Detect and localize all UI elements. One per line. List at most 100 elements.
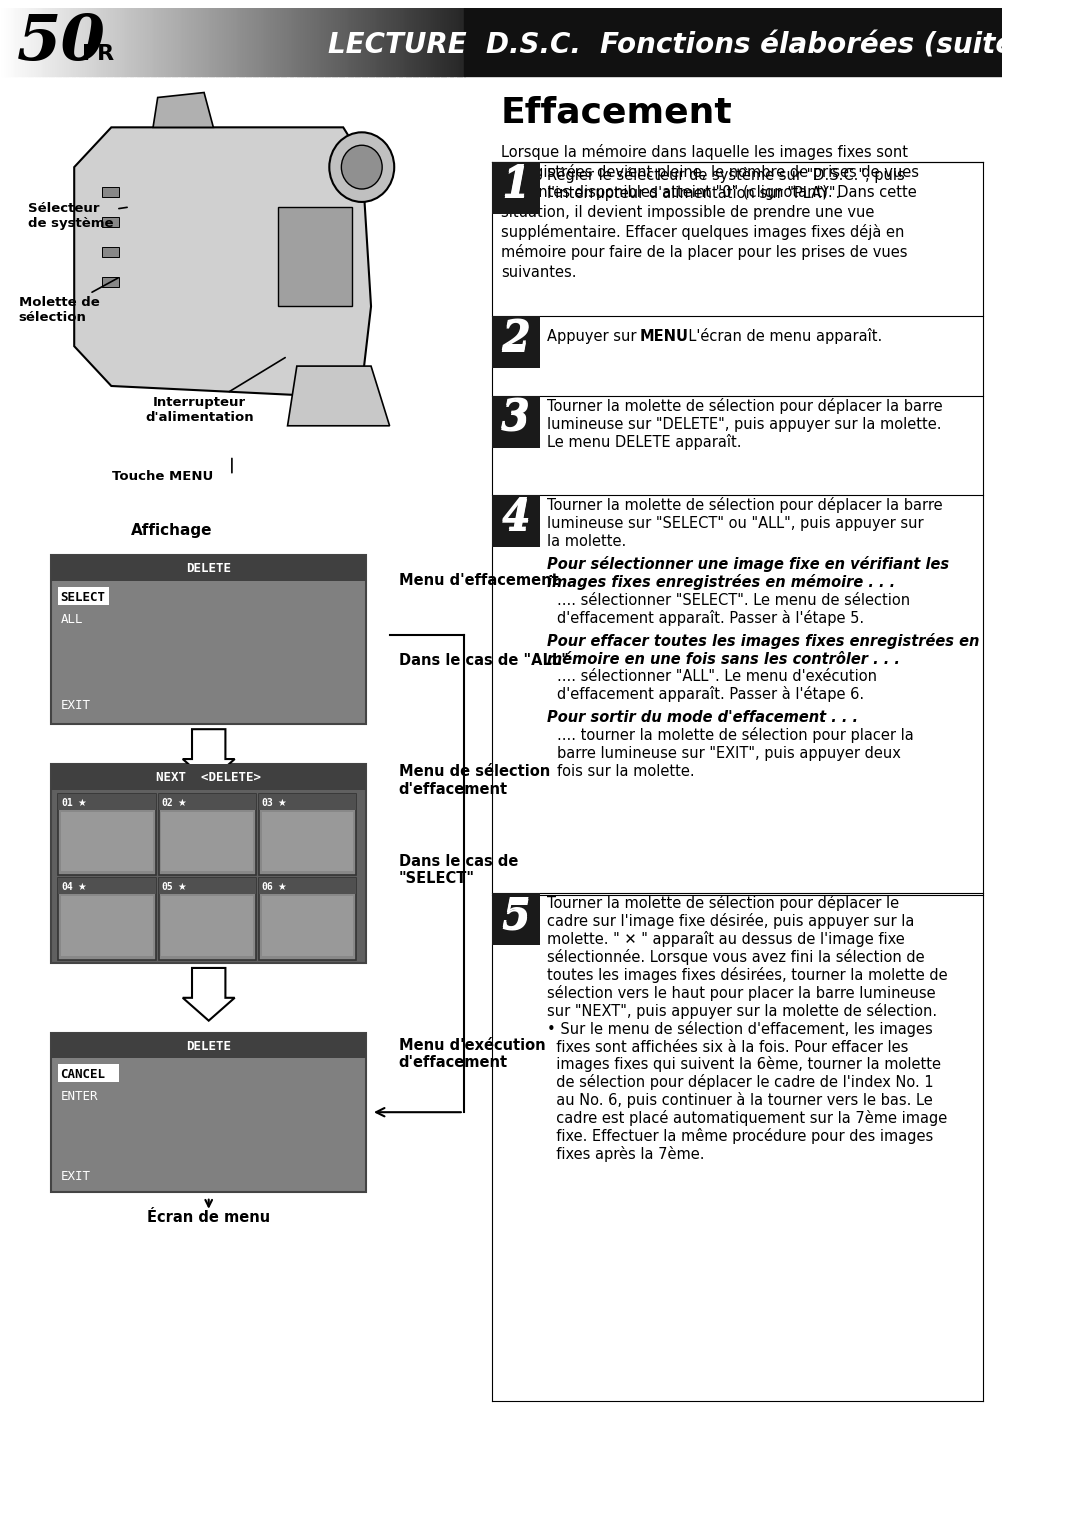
Bar <box>410 8 414 75</box>
Bar <box>121 8 124 75</box>
Bar <box>95 8 98 75</box>
Bar <box>111 8 114 75</box>
Text: 3: 3 <box>501 399 530 442</box>
Bar <box>161 897 253 957</box>
Bar <box>105 8 108 75</box>
Bar <box>241 8 244 75</box>
Bar <box>159 878 256 960</box>
Bar <box>491 316 540 368</box>
Bar <box>491 894 540 944</box>
Bar <box>32 8 36 75</box>
Bar <box>51 763 366 963</box>
Bar <box>186 8 189 75</box>
Bar <box>413 8 416 75</box>
Text: 06: 06 <box>261 883 273 892</box>
Bar <box>102 247 119 256</box>
Text: toutes les images fixes désirées, tourner la molette de: toutes les images fixes désirées, tourne… <box>548 967 948 983</box>
Bar <box>56 8 59 75</box>
Bar <box>40 8 43 75</box>
Text: Tourner la molette de sélection pour déplacer la barre: Tourner la molette de sélection pour dép… <box>548 399 943 414</box>
Bar <box>491 495 540 547</box>
Text: EXIT: EXIT <box>60 1170 91 1183</box>
Bar <box>378 8 381 75</box>
Text: 1: 1 <box>501 162 530 205</box>
Bar <box>234 8 238 75</box>
Bar <box>151 8 154 75</box>
Bar <box>10 8 13 75</box>
Bar <box>279 8 282 75</box>
Text: .... tourner la molette de sélection pour placer la: .... tourner la molette de sélection pou… <box>556 727 914 744</box>
Bar <box>271 8 274 75</box>
Bar <box>206 8 210 75</box>
Text: EXIT: EXIT <box>60 699 91 713</box>
Text: Régler le sélecteur de système sur "D.S.C.", puis: Régler le sélecteur de système sur "D.S.… <box>548 167 905 182</box>
Bar <box>58 794 156 875</box>
Bar <box>259 8 262 75</box>
Bar <box>459 8 462 75</box>
Bar <box>162 8 165 75</box>
Bar <box>332 8 335 75</box>
Text: de sélection pour déplacer le cadre de l'index No. 1: de sélection pour déplacer le cadre de l… <box>548 1075 934 1090</box>
Bar <box>441 8 444 75</box>
Bar <box>285 8 288 75</box>
Text: Affichage: Affichage <box>131 523 213 538</box>
Bar <box>390 8 393 75</box>
Bar <box>450 8 454 75</box>
Bar <box>350 8 353 75</box>
Bar <box>297 8 300 75</box>
Bar <box>62 897 153 957</box>
Text: mémoire pour faire de la placer pour les prises de vues: mémoire pour faire de la placer pour les… <box>501 244 907 259</box>
Bar <box>320 8 323 75</box>
Bar <box>192 8 195 75</box>
Bar <box>318 8 321 75</box>
Bar <box>301 8 305 75</box>
Bar <box>23 8 26 75</box>
Bar <box>220 8 224 75</box>
Text: sur "NEXT", puis appuyer sur la molette de sélection.: sur "NEXT", puis appuyer sur la molette … <box>548 1003 937 1019</box>
Circle shape <box>341 146 382 189</box>
Bar <box>16 8 19 75</box>
Bar <box>315 8 319 75</box>
Polygon shape <box>287 366 390 426</box>
Text: Menu de sélection
d'effacement: Menu de sélection d'effacement <box>399 765 550 797</box>
Text: barre lumineuse sur "EXIT", puis appuyer deux: barre lumineuse sur "EXIT", puis appuyer… <box>556 747 901 760</box>
Bar <box>178 8 181 75</box>
Bar <box>334 8 337 75</box>
Bar <box>14 8 17 75</box>
Text: ★: ★ <box>177 883 186 892</box>
Bar <box>63 8 66 75</box>
Bar <box>261 897 353 957</box>
Bar <box>204 8 207 75</box>
Bar <box>343 8 347 75</box>
Bar <box>58 8 62 75</box>
Bar <box>362 8 365 75</box>
Text: 05: 05 <box>161 883 173 892</box>
Bar <box>93 8 96 75</box>
Bar <box>246 8 249 75</box>
Bar <box>453 8 456 75</box>
Bar <box>127 8 131 75</box>
Bar <box>141 8 145 75</box>
Bar <box>438 8 442 75</box>
Bar <box>491 495 540 547</box>
Bar <box>491 894 540 944</box>
Bar <box>58 587 109 606</box>
Bar <box>159 794 256 875</box>
Text: ★: ★ <box>177 797 186 808</box>
Text: molette. " ✕ " apparaît au dessus de l'image fixe: molette. " ✕ " apparaît au dessus de l'i… <box>548 931 905 947</box>
Bar <box>51 1033 366 1058</box>
Bar <box>325 8 328 75</box>
Bar <box>394 8 397 75</box>
Bar <box>392 8 395 75</box>
Bar <box>188 8 191 75</box>
Text: Lorsque la mémoire dans laquelle les images fixes sont: Lorsque la mémoire dans laquelle les ima… <box>501 144 908 159</box>
Bar <box>200 8 203 75</box>
Polygon shape <box>183 730 234 782</box>
Bar <box>77 8 80 75</box>
Text: Pour sélectionner une image fixe en vérifiant les: Pour sélectionner une image fixe en véri… <box>548 556 949 572</box>
Bar <box>299 8 302 75</box>
Bar <box>418 8 421 75</box>
Text: Pour effacer toutes les images fixes enregistrées en: Pour effacer toutes les images fixes enr… <box>548 633 980 648</box>
Bar <box>97 8 100 75</box>
Text: Écran de menu: Écran de menu <box>147 1210 270 1225</box>
